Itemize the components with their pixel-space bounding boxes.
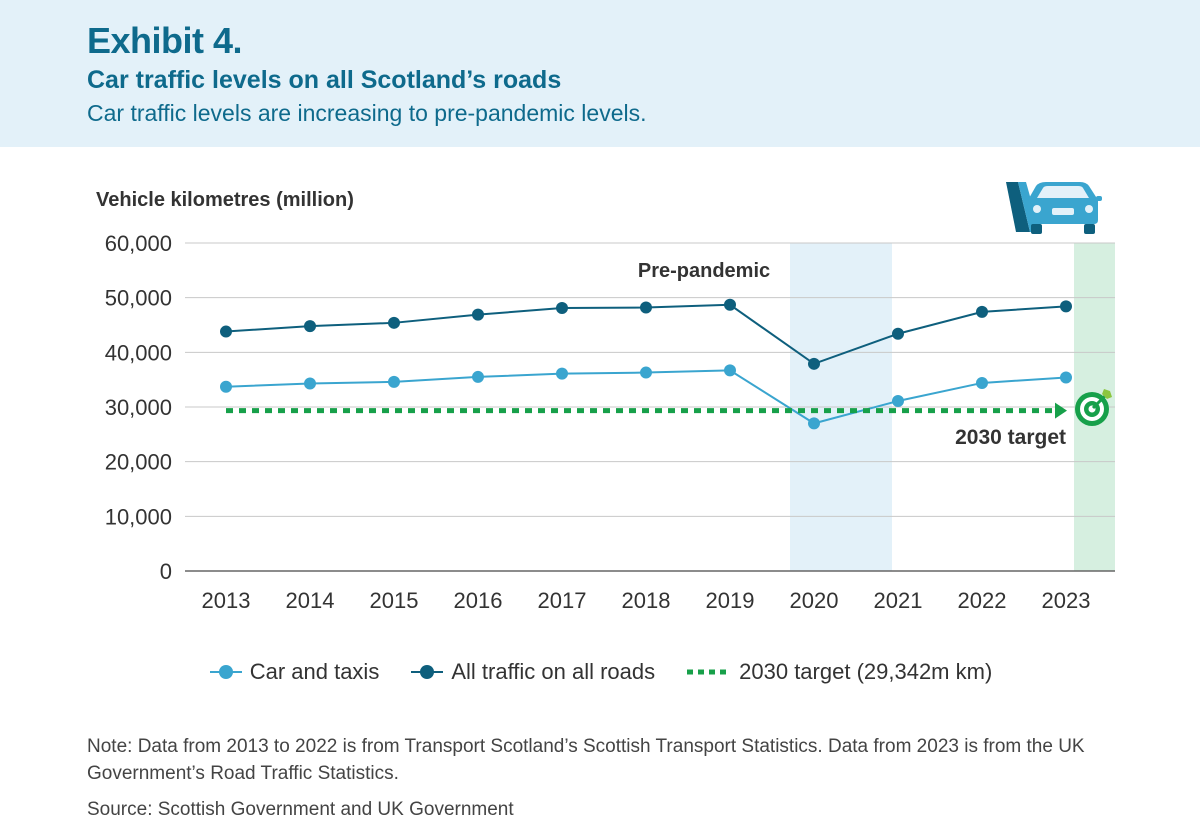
- target-annotation: 2030 target: [955, 426, 1066, 449]
- data-point: [556, 367, 568, 380]
- legend-label-all-traffic: All traffic on all roads: [451, 659, 656, 684]
- data-point: [640, 366, 652, 379]
- x-tick-label: 2018: [622, 588, 671, 613]
- data-point: [808, 417, 820, 430]
- exhibit-number: Exhibit 4.: [87, 20, 243, 61]
- x-tick-label: 2017: [538, 588, 587, 613]
- x-tick-label: 2019: [706, 588, 755, 613]
- data-point: [640, 301, 652, 314]
- x-tick-label: 2021: [874, 588, 923, 613]
- y-tick-label: 30,000: [105, 395, 172, 420]
- data-point: [976, 305, 988, 318]
- data-point: [304, 320, 316, 333]
- data-point: [892, 327, 904, 340]
- y-tick-label: 60,000: [105, 231, 172, 256]
- legend-item-target: 2030 target (29,342m km): [685, 659, 992, 685]
- y-tick-label: 0: [160, 559, 172, 584]
- y-tick-label: 40,000: [105, 340, 172, 365]
- data-point: [1060, 371, 1072, 384]
- data-point: [724, 364, 736, 377]
- data-point: [472, 370, 484, 383]
- target-line-group: [226, 402, 1067, 419]
- chart-subtitle: Car traffic levels are increasing to pre…: [87, 100, 647, 126]
- y-tick-label: 20,000: [105, 450, 172, 475]
- data-point: [220, 380, 232, 393]
- legend-item-car-taxis: Car and taxis: [208, 659, 380, 685]
- gridlines: [185, 242, 1115, 572]
- x-tick-label: 2022: [958, 588, 1007, 613]
- data-point: [892, 394, 904, 407]
- legend-swatch-all-traffic: [411, 665, 444, 679]
- x-tick-label: 2015: [370, 588, 419, 613]
- x-tick-label: 2014: [286, 588, 335, 613]
- data-point: [388, 375, 400, 388]
- target-arrowhead: [1055, 402, 1067, 419]
- data-point: [472, 308, 484, 321]
- x-tick-label: 2023: [1042, 588, 1091, 613]
- data-point: [556, 302, 568, 315]
- chart-legend: Car and taxis All traffic on all roads 2…: [0, 652, 1200, 692]
- data-point: [724, 298, 736, 311]
- chart-source: Source: Scottish Government and UK Gover…: [87, 799, 514, 820]
- target-icon: [1075, 389, 1112, 426]
- data-point: [304, 377, 316, 390]
- line-chart: 60,000 50,000 40,000 30,000 20,000 10,000 0 20…: [96, 182, 1115, 613]
- y-axis-label: Vehicle kilometres (million): [96, 189, 354, 211]
- data-point: [808, 357, 820, 370]
- data-point: [976, 376, 988, 389]
- car-on-road-icon: [1006, 182, 1102, 234]
- header-banner: Exhibit 4. Car traffic levels on all Sco…: [0, 0, 1200, 147]
- data-point: [388, 316, 400, 329]
- x-tick-label: 2016: [454, 588, 503, 613]
- x-axis-ticks: 2013 2014 2015 2016 2017 2018 2019 2020 2021 2022…: [202, 588, 1091, 613]
- x-tick-label: 2020: [790, 588, 839, 613]
- legend-label-target: 2030 target (29,342m km): [739, 659, 993, 684]
- y-tick-label: 50,000: [105, 286, 172, 311]
- legend-swatch-target: [687, 669, 732, 675]
- data-point: [1060, 300, 1072, 313]
- y-tick-label: 10,000: [105, 504, 172, 529]
- series-lines: [220, 298, 1072, 430]
- legend-label-car-taxis: Car and taxis: [249, 659, 380, 684]
- x-tick-label: 2013: [202, 588, 251, 613]
- chart-note: Note: Data from 2013 to 2022 is from Tra…: [87, 736, 1085, 784]
- y-axis-ticks: 60,000 50,000 40,000 30,000 20,000 10,000 0: [105, 231, 172, 584]
- legend-swatch-car-taxis: [209, 665, 242, 679]
- data-point: [220, 325, 232, 338]
- series-line-1: [225, 303, 1067, 365]
- pre-pandemic-annotation: Pre-pandemic: [638, 260, 770, 282]
- chart-title: Car traffic levels on all Scotland’s roa…: [87, 66, 562, 94]
- legend-item-all-traffic: All traffic on all roads: [409, 659, 655, 685]
